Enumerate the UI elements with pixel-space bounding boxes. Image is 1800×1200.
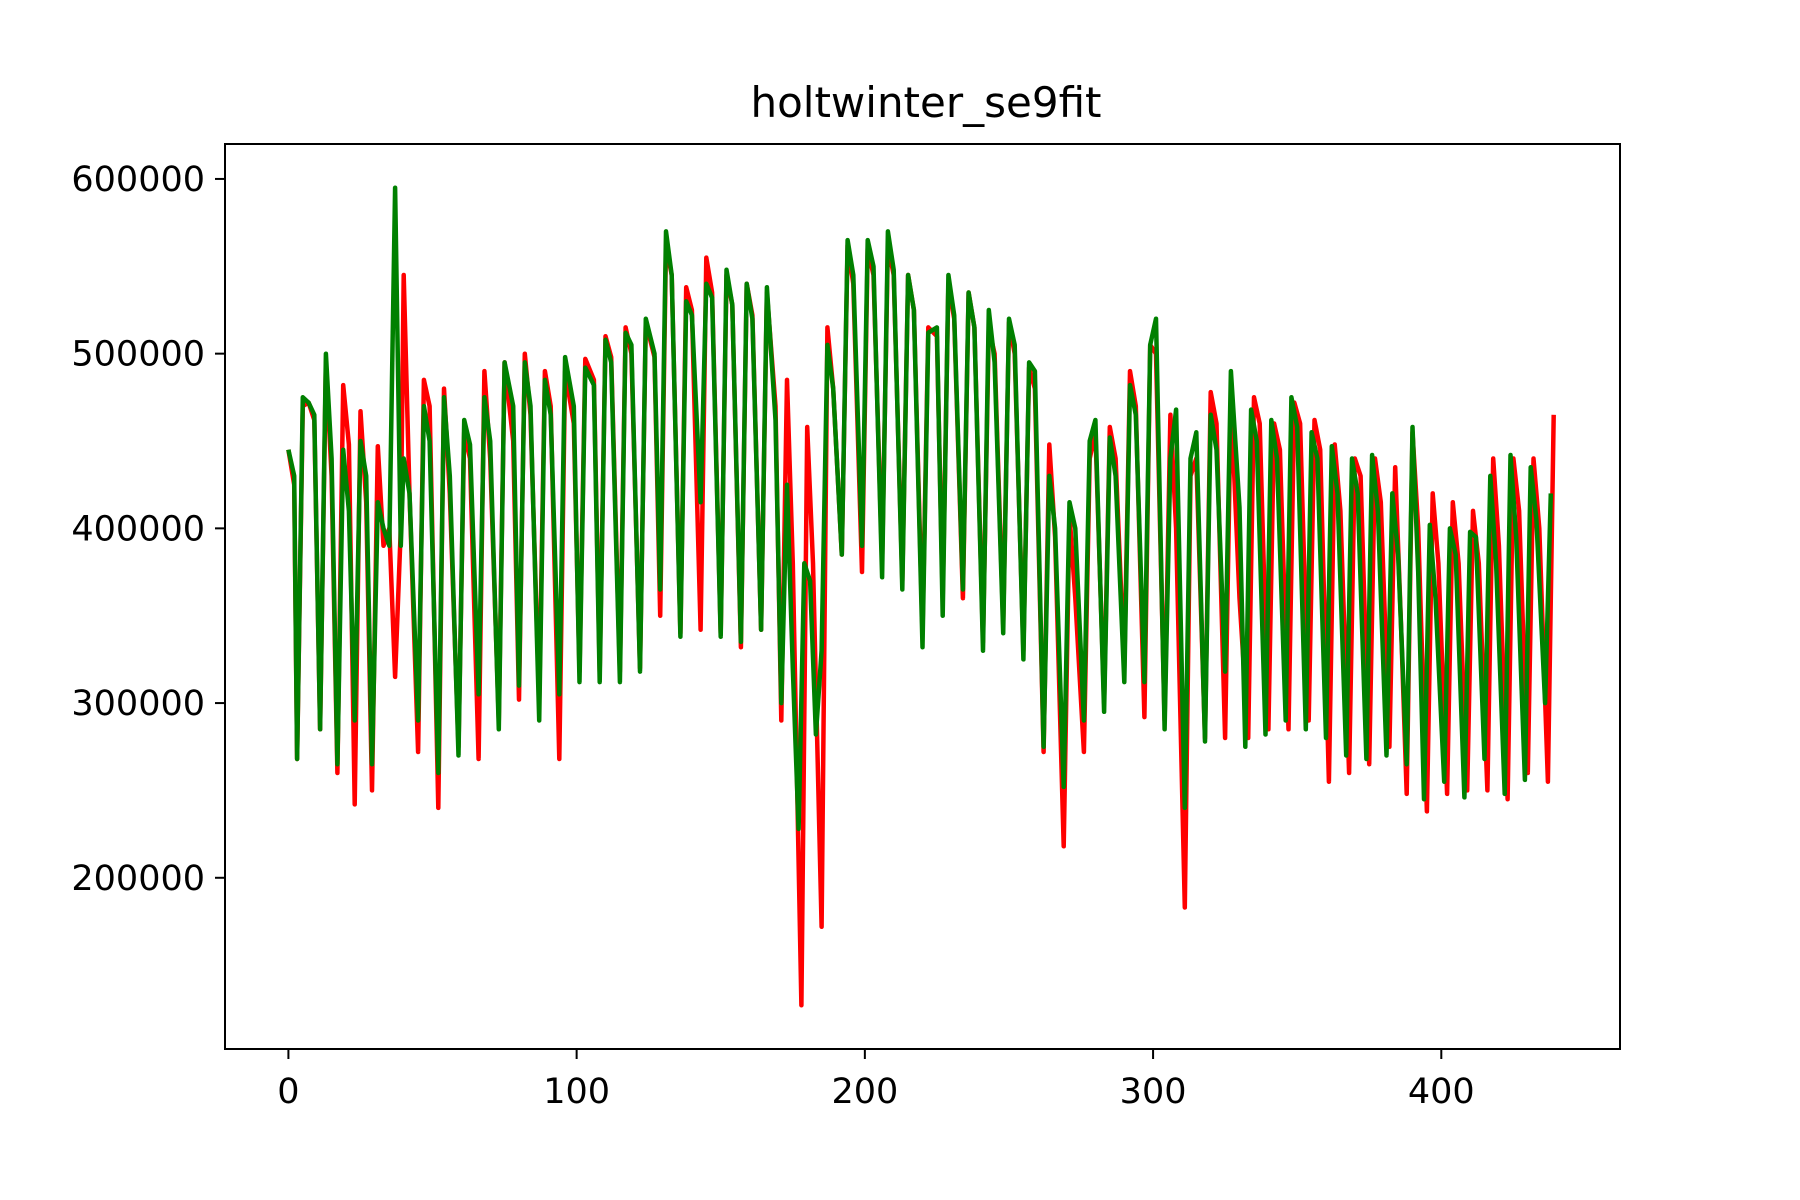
x-tick-label: 0	[277, 1072, 299, 1112]
y-axis: 200000 300000 400000 500000 600000	[71, 160, 225, 899]
x-tick-label: 400	[1408, 1072, 1475, 1112]
series-2-line	[286, 185, 1554, 832]
x-tick-label: 100	[543, 1072, 610, 1112]
y-tick-label: 200000	[71, 859, 205, 899]
y-tick-label: 500000	[71, 335, 205, 375]
chart-title: holtwinter_se9fit	[750, 78, 1101, 127]
x-tick-label: 200	[831, 1072, 898, 1112]
plot-area-frame	[224, 143, 1621, 1050]
x-axis: 0 100 200 300 400	[277, 1049, 1475, 1112]
y-tick-label: 600000	[71, 160, 205, 200]
y-tick-label: 400000	[71, 509, 205, 549]
y-tick-label: 300000	[71, 684, 205, 724]
series-layer	[286, 185, 1556, 1008]
series-2	[286, 185, 1554, 832]
x-tick-label: 300	[1120, 1072, 1187, 1112]
